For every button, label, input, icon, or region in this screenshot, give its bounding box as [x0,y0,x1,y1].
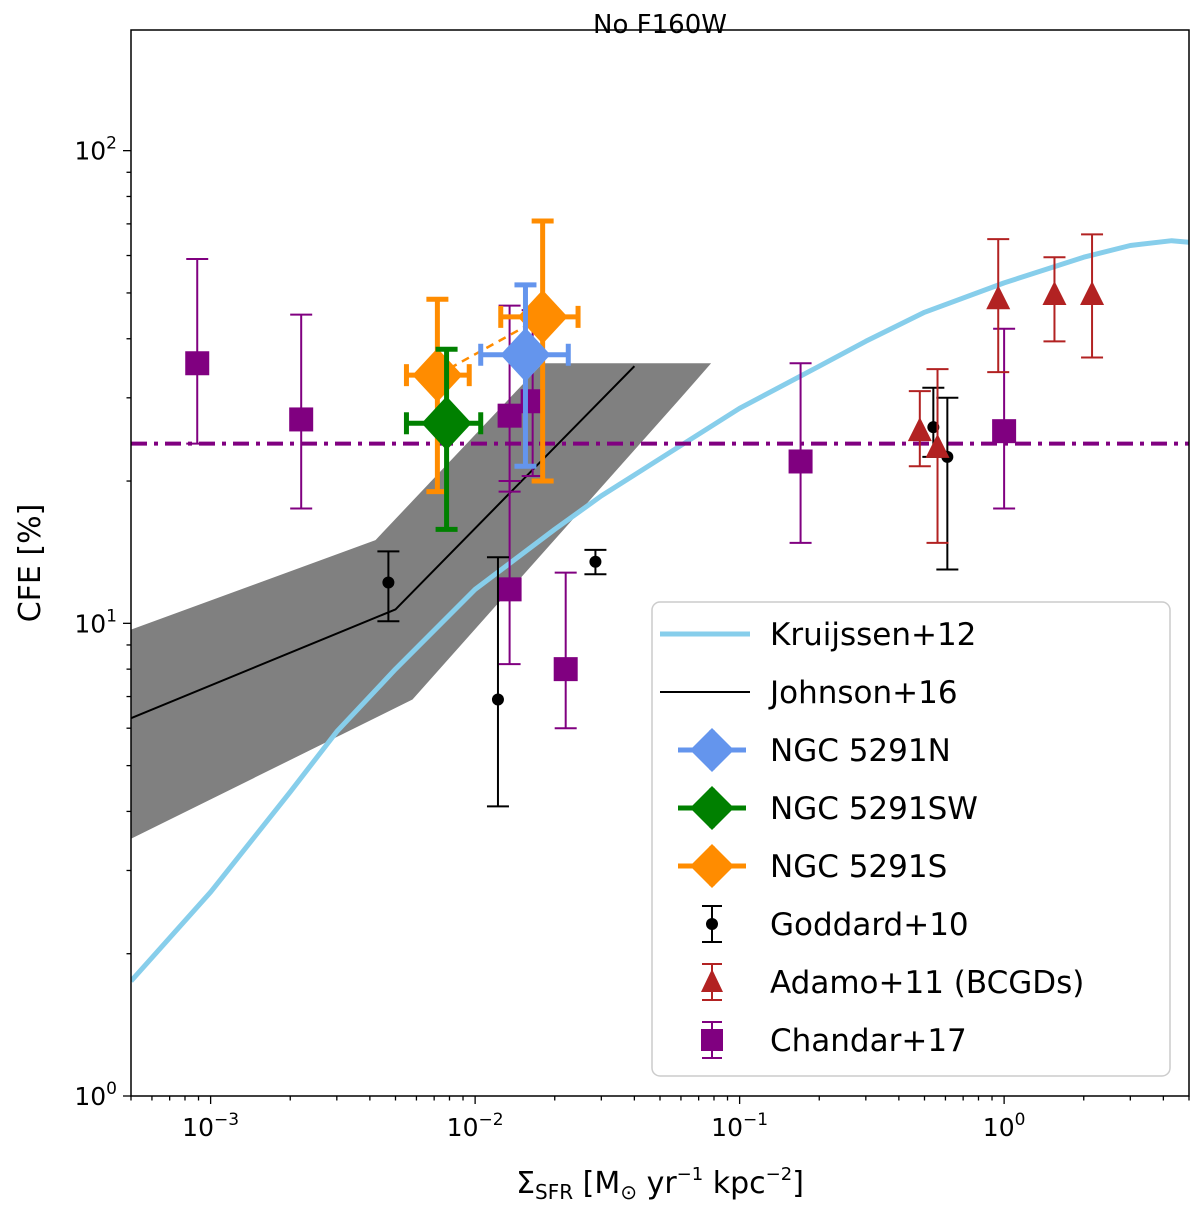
ngc5291n-point-1 [500,327,551,382]
legend-ngc-5291s-handle [690,844,734,888]
x-tick-label: 10−2 [447,1110,504,1142]
chandar-point-2 [289,407,314,432]
chandar-point-6 [553,657,578,682]
y-axis-label: CFE [%] [13,504,48,623]
x-tick-label: 100 [983,1110,1026,1142]
legend: Kruijssen+12 Johnson+16 NGC 5291N NGC 5291S… [651,601,1171,1077]
axes: 10−3 10−2 10−1 100 100 101 102 [74,29,1190,1142]
legend-chandar-17-handle [701,1029,723,1051]
x-tick-label: 10−3 [182,1110,239,1142]
legend-goddard-10-handle [706,918,718,930]
legend-ngc-5291s-label: NGC 5291S [770,849,947,885]
goddard-point-3 [589,555,602,568]
x-axis-label: ΣSFR [M⊙ yr−1 kpc−2] [516,1164,804,1204]
legend-kruijssen-12-label: Kruijssen+12 [770,617,976,653]
chandar-point-7 [788,449,813,474]
legend-adamo-11-bcgds-label: Adamo+11 (BCGDs) [770,965,1084,1001]
chandar-point-5 [497,577,522,602]
plot-area [131,218,1189,983]
ngc5291s-point-2 [517,289,568,344]
chandar-point-8 [992,419,1017,444]
johnson-band [131,363,712,839]
legend-johnson-16-label: Johnson+16 [768,675,958,711]
adamo-point-4 [1042,281,1067,306]
legend-box [651,601,1171,1077]
chandar-point-3 [497,403,522,428]
adamo-point-2 [925,433,950,458]
x-tick-label: 10−1 [711,1110,768,1142]
chandar-point-1 [185,351,210,376]
adamo-point-5 [1080,281,1105,306]
goddard-point-4 [927,421,940,434]
legend-ngc-5291n-label: NGC 5291N [770,733,951,769]
chart-title: No F160W [593,10,727,40]
goddard-point-1 [382,576,395,589]
legend-chandar-17-label: Chandar+17 [770,1023,967,1059]
y-tick-label: 101 [74,606,117,638]
ngc5291sw-point-1 [421,396,472,451]
legend-ngc-5291sw-handle [690,786,734,830]
y-tick-label: 100 [74,1079,117,1111]
goddard-point-2 [491,693,504,706]
legend-ngc-5291n-handle [690,728,734,772]
legend-ngc-5291sw-label: NGC 5291SW [770,791,978,827]
legend-adamo-11-bcgds-handle [701,969,723,992]
y-tick-label: 102 [74,134,117,166]
johnson-line [131,365,636,720]
legend-goddard-10-label: Goddard+10 [770,907,969,943]
adamo-point-3 [986,285,1011,310]
adamo-point-1 [907,417,932,442]
ngc5291s-point-1 [412,348,463,403]
